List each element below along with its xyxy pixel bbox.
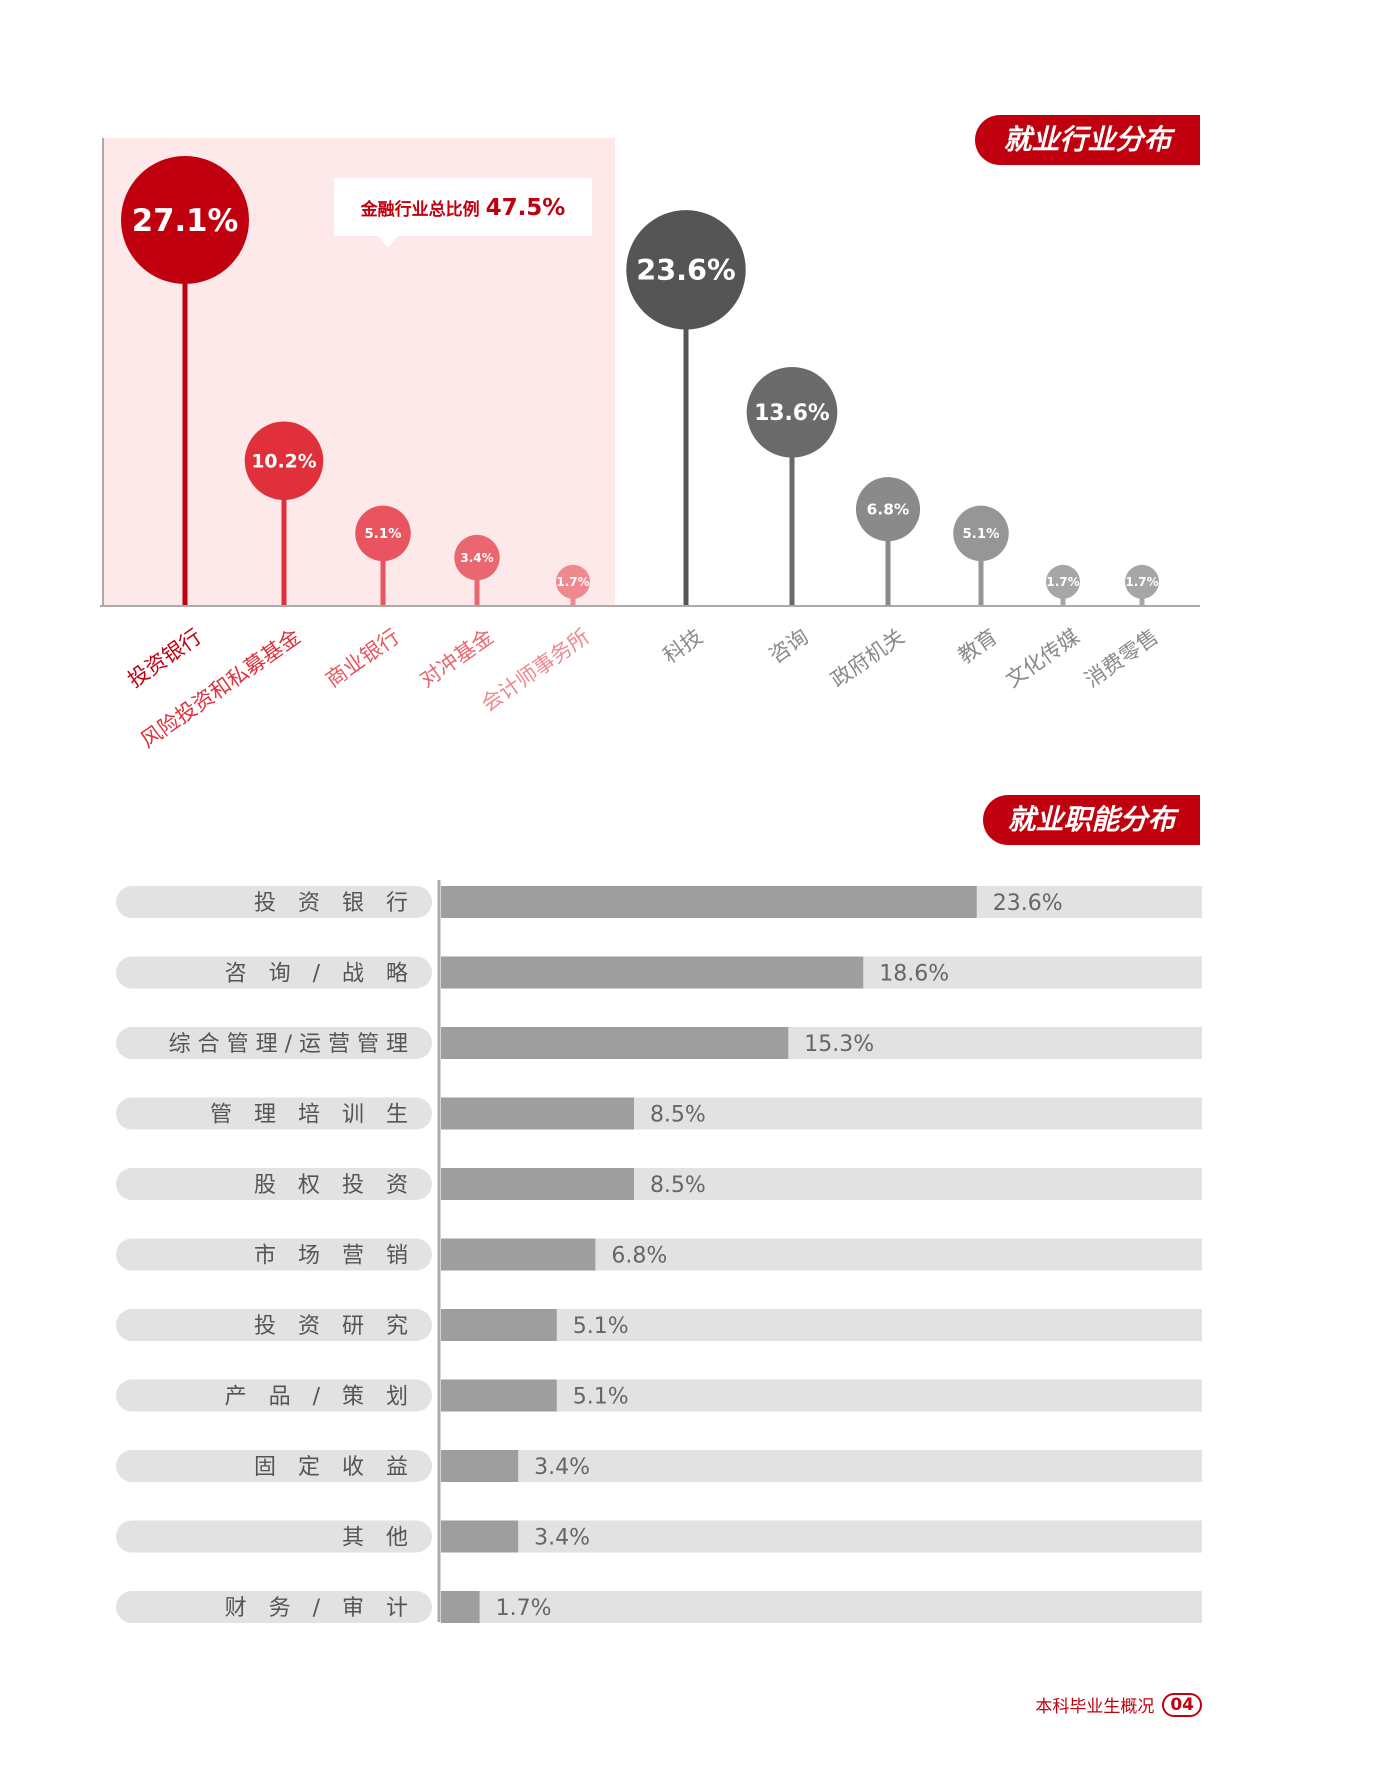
category-label: 股 权 投 资 [254,1173,408,1198]
industry-lollipop-chart: 金融行业总比例 47.5% 27.1% 投资银行 10.2% 风险投资和私募基金 5.1%… [100,138,1200,753]
lollipop-head [855,477,921,542]
bar-track [441,1591,1202,1623]
category-label: 投 资 研 究 [254,1314,408,1339]
category-label: 会计师事务所 [477,624,594,716]
bar-value-label: 18.6% [879,962,949,987]
bar [441,886,977,918]
data-label: 1.7% [556,575,589,589]
callout-pointer [378,236,398,248]
bar-value-label: 6.8% [611,1244,667,1269]
category-label: 消费零售 [1080,624,1163,692]
bar [441,1168,634,1200]
category-label: 科技 [659,624,707,668]
bar-value-label: 8.5% [650,1173,706,1198]
category-label-bg [116,886,432,918]
lollipop-head [953,505,1009,562]
category-label: 政府机关 [826,624,909,692]
category-label-bg [116,1168,432,1200]
lollipop-head [746,366,838,458]
category-label-bg [116,1520,432,1553]
lollipop-head [626,210,746,330]
category-label: 管 理 培 训 生 [210,1103,408,1128]
category-label: 投 资 银 行 [254,891,408,916]
bar-value-label: 3.4% [534,1455,590,1480]
data-label: 23.6% [636,253,735,287]
page-number: 04 [1162,1692,1202,1717]
bar-track [441,1309,1202,1341]
bar [441,1520,519,1553]
bar [441,1238,596,1271]
footer-text: 本科毕业生概况 [1035,1697,1155,1717]
data-label: 1.7% [1125,575,1158,589]
lollipop-head [556,564,590,599]
lollipop-head [1125,564,1159,599]
category-label: 财 务 / 审 计 [225,1596,408,1621]
bar-value-label: 8.5% [650,1103,706,1128]
category-label: 产 品 / 策 划 [225,1385,408,1410]
industry-section-title: 就业行业分布 [975,115,1200,165]
category-label-bg [116,956,432,989]
data-label: 10.2% [251,452,316,473]
bar-track [441,1379,1202,1412]
bar-value-label: 5.1% [573,1385,629,1410]
bar [441,1027,789,1059]
lollipop-head [244,421,324,500]
category-label-bg [116,1450,432,1482]
lollipop-head [1046,564,1080,599]
category-label: 综 合 管 理 / 运 营 管 理 [169,1032,408,1057]
bar [441,1379,557,1412]
bar-track [441,1450,1202,1482]
bar [441,1097,634,1130]
callout-value: 47.5% [486,195,566,221]
page-footer: 本科毕业生概况 04 [1035,1692,1202,1717]
category-label: 对冲基金 [415,624,498,692]
function-bar-chart: 投 资 银 行 23.6% 咨 询 / 战 略 18.6% 综 合 管 理 / 运 营 … [116,880,1202,1623]
bar-value-label: 1.7% [496,1596,552,1621]
category-label-bg [116,1379,432,1412]
data-label: 5.1% [963,527,1000,542]
category-label-bg [116,1591,432,1623]
bar [441,1309,557,1341]
lollipop-head [121,156,249,284]
data-label: 3.4% [460,551,493,565]
category-label: 风险投资和私募基金 [136,624,305,752]
data-label: 6.8% [867,501,910,519]
bar-value-label: 5.1% [573,1314,629,1339]
category-label: 商业银行 [321,624,404,692]
category-label-bg [116,1309,432,1341]
lollipop-head [355,505,411,562]
category-label-bg [116,1097,432,1130]
data-label: 1.7% [1046,575,1079,589]
category-label: 市 场 营 销 [254,1244,408,1269]
data-label: 5.1% [365,527,402,542]
bar [441,1591,480,1623]
data-label: 27.1% [132,203,239,239]
callout-text: 金融行业总比例 47.5% [360,195,566,221]
bar-track [441,1520,1202,1553]
bar [441,1450,519,1482]
category-label: 其 他 [342,1526,408,1551]
lollipop-head [454,534,500,581]
category-label-bg [116,1027,432,1059]
callout-label: 金融行业总比例 [360,199,486,220]
bar-value-label: 23.6% [993,891,1063,916]
data-label: 13.6% [754,401,830,426]
category-label-bg [116,1238,432,1271]
callout-box [334,178,592,236]
bar-value-label: 3.4% [534,1526,590,1551]
category-label: 投资银行 [123,624,206,692]
category-label: 固 定 收 益 [254,1455,408,1480]
bar [441,956,864,989]
category-label: 咨 询 / 战 略 [225,962,408,987]
category-label: 教育 [954,624,1002,668]
category-label: 文化传媒 [1001,624,1084,692]
bar-value-label: 15.3% [804,1032,874,1057]
function-section-title: 就业职能分布 [983,795,1200,845]
category-label: 咨询 [765,624,813,668]
